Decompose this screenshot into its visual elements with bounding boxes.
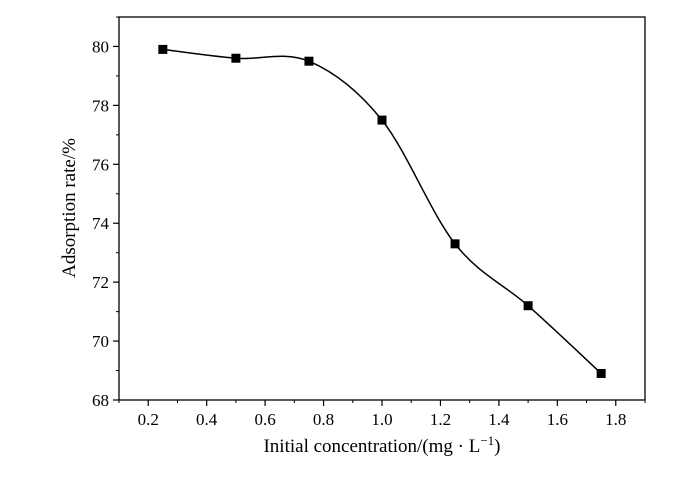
x-tick-label: 0.2 <box>138 410 159 429</box>
y-axis-title: Adsorption rate/% <box>59 138 80 278</box>
data-point <box>377 115 387 125</box>
x-axis-title-main: Initial concentration/(mg · L <box>263 436 480 457</box>
x-tick-label: 1.0 <box>371 410 392 429</box>
plot-frame <box>118 16 646 401</box>
data-point <box>231 53 241 63</box>
x-axis-title-close: ) <box>494 436 500 457</box>
data-point <box>158 44 168 54</box>
x-tick-label: 1.4 <box>488 410 510 429</box>
y-tick-label: 70 <box>92 332 109 351</box>
data-point <box>304 56 314 66</box>
x-axis-title-exponent: −1 <box>480 433 494 448</box>
data-point <box>596 368 606 378</box>
series-curve <box>162 48 602 375</box>
x-axis-ticks: 0.2 0.4 0.6 0.8 1.0 1.2 1.4 1.6 1.8 <box>118 400 646 429</box>
y-tick-label: 78 <box>92 96 109 115</box>
y-tick-label: 68 <box>92 391 109 410</box>
y-tick-label: 74 <box>92 214 110 233</box>
y-tick-label: 72 <box>92 273 109 292</box>
x-tick-label: 1.2 <box>430 410 451 429</box>
data-point <box>523 301 533 311</box>
x-tick-label: 1.8 <box>605 410 626 429</box>
y-tick-label: 80 <box>92 37 109 56</box>
series-markers <box>158 44 606 378</box>
y-axis-ticks: 68 70 72 74 76 78 80 <box>92 16 119 410</box>
y-tick-label: 76 <box>92 155 109 174</box>
data-point <box>450 239 460 249</box>
x-tick-label: 0.8 <box>313 410 334 429</box>
x-tick-label: 1.6 <box>547 410 568 429</box>
x-tick-label: 0.4 <box>196 410 218 429</box>
x-tick-label: 0.6 <box>254 410 275 429</box>
x-axis-title: Initial concentration/(mg · L−1) <box>263 433 500 457</box>
